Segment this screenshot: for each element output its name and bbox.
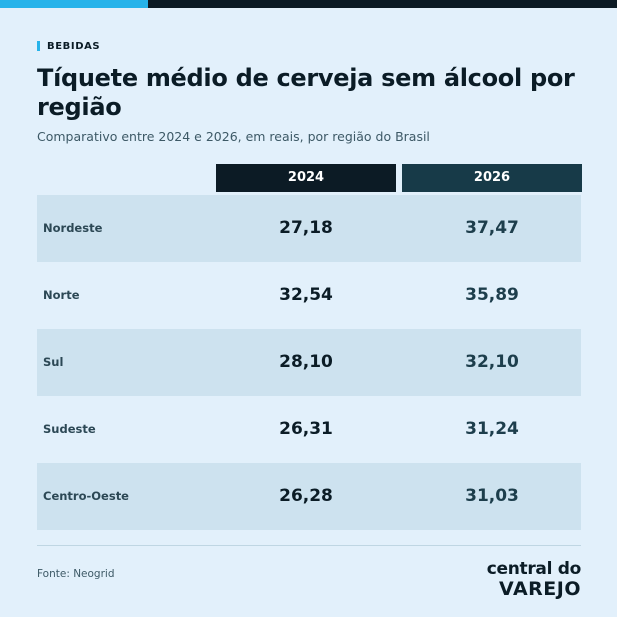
column-header-2026: 2026 [402,164,582,192]
value-2026: 31,03 [465,486,519,506]
value-2026: 32,10 [465,352,519,372]
table-row: Centro-Oeste 26,28 31,03 [37,463,581,530]
region-label: Nordeste [43,221,103,235]
kicker: BEBIDAS [37,40,100,52]
table-row: Sul 28,10 32,10 [37,329,581,396]
footer-divider [37,545,581,546]
value-2024: 26,28 [279,486,333,506]
region-label: Sudeste [43,422,96,436]
table-row: Sudeste 26,31 31,24 [37,396,581,463]
value-2024: 27,18 [279,218,333,238]
value-2024: 28,10 [279,352,333,372]
value-2026: 35,89 [465,285,519,305]
top-bar-accent [0,0,148,8]
value-2024: 26,31 [279,419,333,439]
kicker-label: BEBIDAS [47,40,101,52]
kicker-marker [37,41,40,51]
region-label: Sul [43,355,64,369]
value-2024: 32,54 [279,285,333,305]
region-label: Norte [43,288,80,302]
table-header: 2024 2026 [37,164,582,192]
data-table: 2024 2026 Nordeste 27,18 37,47 Norte 32,54 35… [37,164,582,530]
value-2026: 31,24 [465,419,519,439]
chart-title: Tíquete médio de cerveja sem álcool por … [37,64,575,121]
value-2026: 37,47 [465,218,519,238]
region-label: Centro-Oeste [43,489,129,503]
top-bar [0,0,617,8]
table-row: Nordeste 27,18 37,47 [37,195,581,262]
table-row: Norte 32,54 35,89 [37,262,581,329]
central-do-varejo-logo: central do VAREJO [486,559,582,600]
logo-line-bottom: VAREJO [499,578,581,600]
column-header-2024: 2024 [216,164,396,192]
chart-subtitle: Comparativo entre 2024 e 2026, em reais,… [37,129,430,144]
source-note: Fonte: Neogrid [37,568,115,580]
table-body: Nordeste 27,18 37,47 Norte 32,54 35,89 Sul 28,1… [37,195,581,530]
logo-line-top: central do [486,559,582,579]
